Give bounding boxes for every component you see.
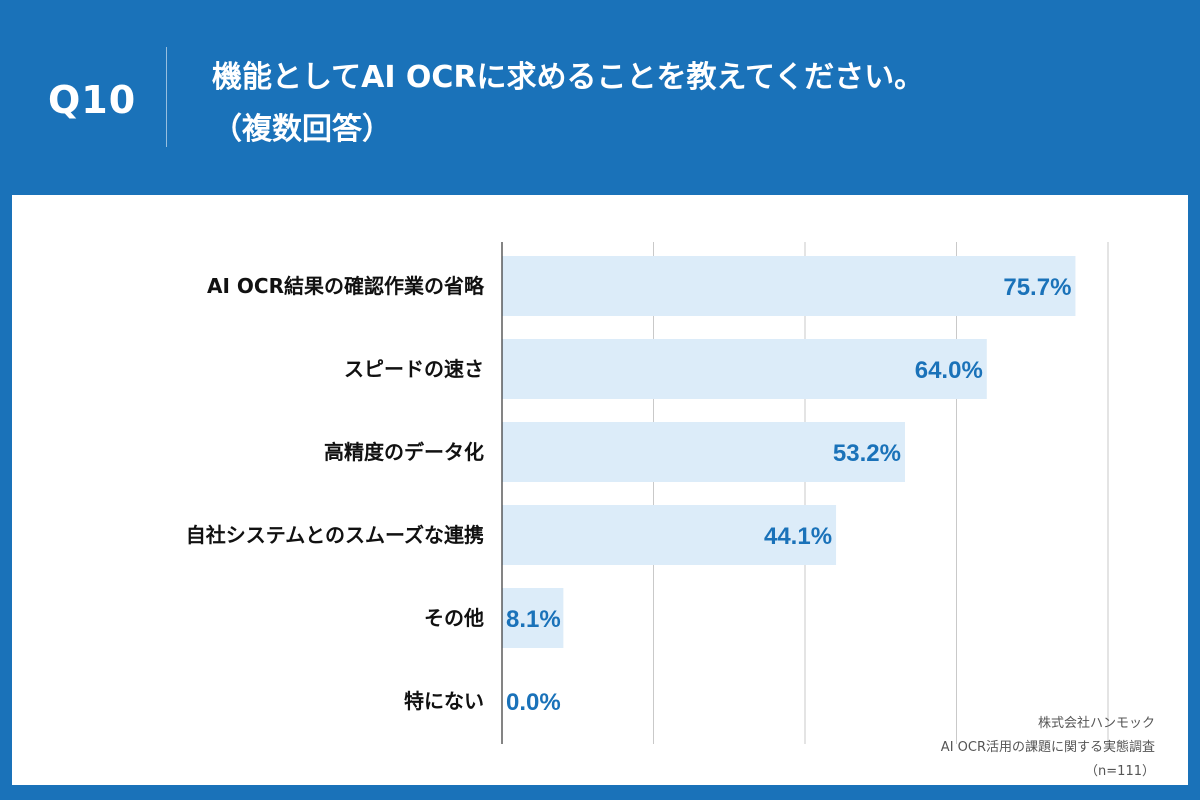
category-label: 高精度のデータ化 (324, 440, 484, 464)
credit-company: 株式会社ハンモック (1037, 716, 1155, 731)
value-label: 8.1% (506, 606, 561, 633)
question-title: 機能としてAI OCRに求めることを教えてください。 （複数回答） (212, 52, 924, 156)
header: Q10 機能としてAI OCRに求めることを教えてください。 （複数回答） (0, 0, 1200, 195)
question-number: Q10 (48, 78, 137, 122)
credit-sample: （n=111） (1085, 764, 1155, 779)
category-label: AI OCR結果の確認作業の省略 (207, 274, 485, 298)
title-line-1: 機能としてAI OCRに求めることを教えてください。 (212, 60, 925, 95)
category-label: 自社システムとのスムーズな連携 (186, 523, 484, 547)
header-divider (166, 47, 167, 147)
category-label: 特にない (404, 689, 484, 713)
value-labels: 75.7% 64.0% 53.2% 44.1% 8.1% 0.0% (506, 274, 1071, 716)
bar (502, 339, 987, 399)
bars (502, 256, 1076, 648)
grid-lines (653, 242, 1109, 744)
category-label: スピードの速さ (344, 357, 484, 381)
value-label: 64.0% (915, 357, 983, 384)
title-line-2: （複数回答） (212, 112, 392, 147)
bar (502, 505, 837, 565)
value-label: 0.0% (506, 689, 561, 716)
bar (502, 256, 1076, 316)
value-label: 53.2% (833, 440, 901, 467)
bar (502, 588, 564, 648)
credit-survey: AI OCR活用の課題に関する実態調査 (940, 740, 1155, 755)
value-label: 44.1% (764, 523, 832, 550)
bar (502, 422, 905, 482)
category-label: その他 (424, 606, 484, 630)
value-label: 75.7% (1003, 274, 1071, 301)
category-labels: AI OCR結果の確認作業の省略スピードの速さ高精度のデータ化自社システムとのス… (186, 274, 485, 713)
